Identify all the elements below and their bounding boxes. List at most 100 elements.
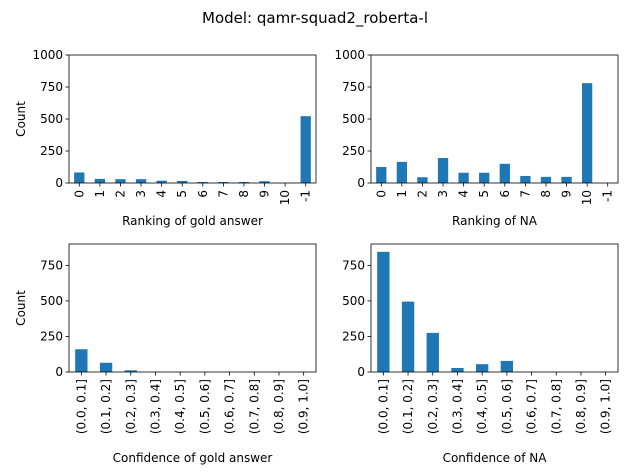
bar xyxy=(135,179,147,183)
bar xyxy=(124,370,137,372)
axes-frame xyxy=(370,243,619,373)
chart-panel-3: 0 250 500 750 (0.0, 0.1] (0.1, 0.2] (0.2, 0.3]… xyxy=(14,243,317,465)
x-tick-label: (0.1, 0.2] xyxy=(99,379,113,434)
x-tick-label: (0.7, 0.8] xyxy=(549,379,563,434)
x-tick-label: 4 xyxy=(155,190,169,198)
bar xyxy=(115,179,126,183)
bar xyxy=(479,172,490,183)
x-tick-label: 9 xyxy=(258,190,272,198)
y-tick-label: 1000 xyxy=(334,48,365,62)
y-tick-label: 0 xyxy=(357,365,365,379)
y-tick-label: 500 xyxy=(40,112,63,126)
y-tick-label: 750 xyxy=(342,80,365,94)
x-tick-label: (0.9, 1.0] xyxy=(599,379,613,434)
y-tick-label: 500 xyxy=(342,112,365,126)
y-tick-label: 750 xyxy=(40,258,63,272)
x-tick-label: 5 xyxy=(477,190,491,198)
bar xyxy=(396,161,408,183)
x-tick-label: (0.3, 0.4] xyxy=(450,379,464,434)
bar xyxy=(156,180,167,183)
y-tick-label: 250 xyxy=(342,144,365,158)
x-tick-label: 10 xyxy=(580,190,594,205)
y-tick-label: 250 xyxy=(40,329,63,343)
x-tick-label: 2 xyxy=(113,190,127,198)
y-axis-label: Count xyxy=(14,290,28,326)
y-tick-label: 250 xyxy=(40,144,63,158)
x-tick-label: 0 xyxy=(72,190,86,198)
x-tick-label: (0.7, 0.8] xyxy=(247,379,261,434)
bar xyxy=(417,177,428,183)
x-tick-label: (0.2, 0.3] xyxy=(426,379,440,434)
x-tick-label: 6 xyxy=(498,190,512,198)
chart-panel-4: 0 250 500 750 (0.0, 0.1] (0.1, 0.2] (0.2, 0.3]… xyxy=(342,243,619,465)
x-tick-label: 1 xyxy=(93,190,107,198)
bar xyxy=(499,163,510,183)
x-tick-label: (0.9, 1.0] xyxy=(297,379,311,434)
bar xyxy=(376,167,387,183)
x-tick-label: (0.8, 0.9] xyxy=(272,379,286,434)
x-tick-label: 3 xyxy=(436,190,450,198)
x-tick-label: (0.5, 0.6] xyxy=(198,379,212,434)
bar xyxy=(218,181,229,183)
bar xyxy=(300,116,311,183)
bar xyxy=(99,362,113,372)
bar xyxy=(561,176,572,183)
y-tick-label: 0 xyxy=(55,176,63,190)
x-tick-label: -1 xyxy=(299,190,313,202)
bar xyxy=(451,368,464,372)
x-axis-label: Ranking of gold answer xyxy=(122,214,263,228)
bar xyxy=(75,349,88,372)
x-tick-label: 8 xyxy=(539,190,553,198)
x-tick-label: 7 xyxy=(518,190,532,198)
x-axis-label: Ranking of NA xyxy=(452,214,538,228)
x-tick-label: 4 xyxy=(457,190,471,198)
bar xyxy=(197,181,208,183)
x-tick-label: (0.3, 0.4] xyxy=(148,379,162,434)
x-tick-label: 8 xyxy=(237,190,251,198)
x-tick-label: 6 xyxy=(196,190,210,198)
x-tick-label: (0.6, 0.7] xyxy=(223,379,237,434)
bar xyxy=(520,175,531,183)
y-tick-label: 750 xyxy=(342,258,365,272)
y-axis-label: Count xyxy=(14,101,28,137)
y-tick-label: 500 xyxy=(342,294,365,308)
x-tick-label: 10 xyxy=(278,190,292,205)
bar xyxy=(426,332,439,372)
x-tick-label: 5 xyxy=(175,190,189,198)
x-axis-label: Confidence of NA xyxy=(443,451,548,465)
axes-frame xyxy=(68,54,317,184)
bar xyxy=(500,360,514,372)
y-tick-label: 0 xyxy=(357,176,365,190)
bar xyxy=(177,180,188,183)
x-tick-label: (0.8, 0.9] xyxy=(574,379,588,434)
x-tick-label: (0.4, 0.5] xyxy=(173,379,187,434)
x-tick-label: (0.6, 0.7] xyxy=(525,379,539,434)
y-tick-label: 250 xyxy=(342,329,365,343)
x-tick-label: 3 xyxy=(134,190,148,198)
y-tick-label: 0 xyxy=(55,365,63,379)
x-tick-label: 2 xyxy=(415,190,429,198)
bar xyxy=(94,178,106,183)
x-tick-label: (0.4, 0.5] xyxy=(475,379,489,434)
bar xyxy=(74,172,85,183)
bar xyxy=(238,181,250,183)
x-tick-label: 1 xyxy=(395,190,409,198)
figure-title: Model: qamr-squad2_roberta-l xyxy=(202,9,428,28)
x-tick-label: (0.2, 0.3] xyxy=(124,379,138,434)
x-tick-label: (0.5, 0.6] xyxy=(500,379,514,434)
x-tick-label: (0.1, 0.2] xyxy=(401,379,415,434)
x-axis-label: Confidence of gold answer xyxy=(113,451,273,465)
x-tick-label: (0.0, 0.1] xyxy=(376,379,390,434)
y-tick-label: 500 xyxy=(40,294,63,308)
x-tick-label: 0 xyxy=(374,190,388,198)
bar xyxy=(401,301,415,372)
y-tick-label: 1000 xyxy=(32,48,63,62)
axes-frame xyxy=(68,243,317,373)
bar xyxy=(540,176,552,183)
bar xyxy=(377,251,390,372)
bar xyxy=(581,83,593,183)
